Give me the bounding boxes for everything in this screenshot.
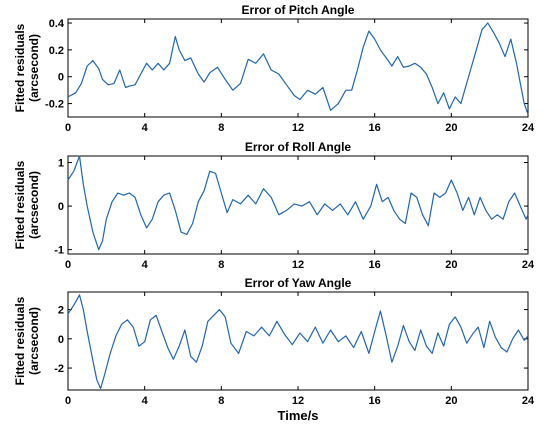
x-tick-label: 0 xyxy=(65,259,71,271)
y-tick-label: -1 xyxy=(54,245,64,257)
y-axis-label: Fitted residuals(arcsecond) xyxy=(13,296,41,385)
x-tick-label: 8 xyxy=(218,395,224,407)
series-line xyxy=(67,155,529,251)
x-tick-label: 20 xyxy=(445,122,457,134)
x-tick-label: 12 xyxy=(292,122,304,134)
y-axis-label: Fitted residuals(arcsecond) xyxy=(13,23,41,112)
y-tick-label: 2 xyxy=(58,305,64,317)
series-line xyxy=(67,294,529,390)
x-tick-label: 24 xyxy=(522,395,535,407)
y-tick-label: 0 xyxy=(58,201,64,213)
x-tick-label: 12 xyxy=(292,395,304,407)
x-tick-label: 4 xyxy=(142,259,149,271)
x-axis-label: Time/s xyxy=(278,408,319,423)
x-tick-label: 8 xyxy=(218,122,224,134)
y-tick-label: -2 xyxy=(54,363,64,375)
chart-title: Error of Roll Angle xyxy=(245,140,352,154)
x-tick-label: 24 xyxy=(522,122,535,134)
chart-title: Error of Yaw Angle xyxy=(245,276,352,290)
y-axis-label: Fitted residuals(arcsecond) xyxy=(13,160,41,249)
axes-frame xyxy=(67,18,529,118)
x-tick-label: 24 xyxy=(522,259,535,271)
y-tick-label: 0 xyxy=(58,72,64,84)
x-tick-label: 4 xyxy=(142,122,149,134)
y-axis-label-line: Fitted residuals xyxy=(13,296,27,385)
series-line xyxy=(67,22,529,115)
subplot-3: 0 4 8 12 16 20 24 -2 0 2 Error of Yaw Angle Fitted … xyxy=(13,276,535,423)
chart-title: Error of Pitch Angle xyxy=(242,3,355,17)
y-tick-label: 0.2 xyxy=(49,45,64,57)
y-tick-label: 1 xyxy=(58,158,64,170)
y-axis-label-line: Fitted residuals xyxy=(13,160,27,249)
y-axis-label-line: (arcsecond) xyxy=(27,171,41,239)
x-tick-label: 0 xyxy=(65,122,71,134)
y-axis-label-line: (arcsecond) xyxy=(27,307,41,375)
x-tick-label: 12 xyxy=(292,259,304,271)
x-tick-label: 20 xyxy=(445,259,457,271)
y-axis-label-line: (arcsecond) xyxy=(27,34,41,102)
x-tick-label: 16 xyxy=(369,122,381,134)
x-tick-label: 4 xyxy=(142,395,149,407)
x-tick-label: 20 xyxy=(445,395,457,407)
y-tick-label: 0 xyxy=(58,334,64,346)
y-tick-label: 0.4 xyxy=(49,18,65,30)
y-axis-label-line: Fitted residuals xyxy=(13,23,27,112)
y-tick-label: -0.2 xyxy=(45,99,64,111)
x-tick-label: 16 xyxy=(369,395,381,407)
x-tick-label: 16 xyxy=(369,259,381,271)
x-tick-label: 0 xyxy=(65,395,71,407)
x-tick-label: 8 xyxy=(218,259,224,271)
